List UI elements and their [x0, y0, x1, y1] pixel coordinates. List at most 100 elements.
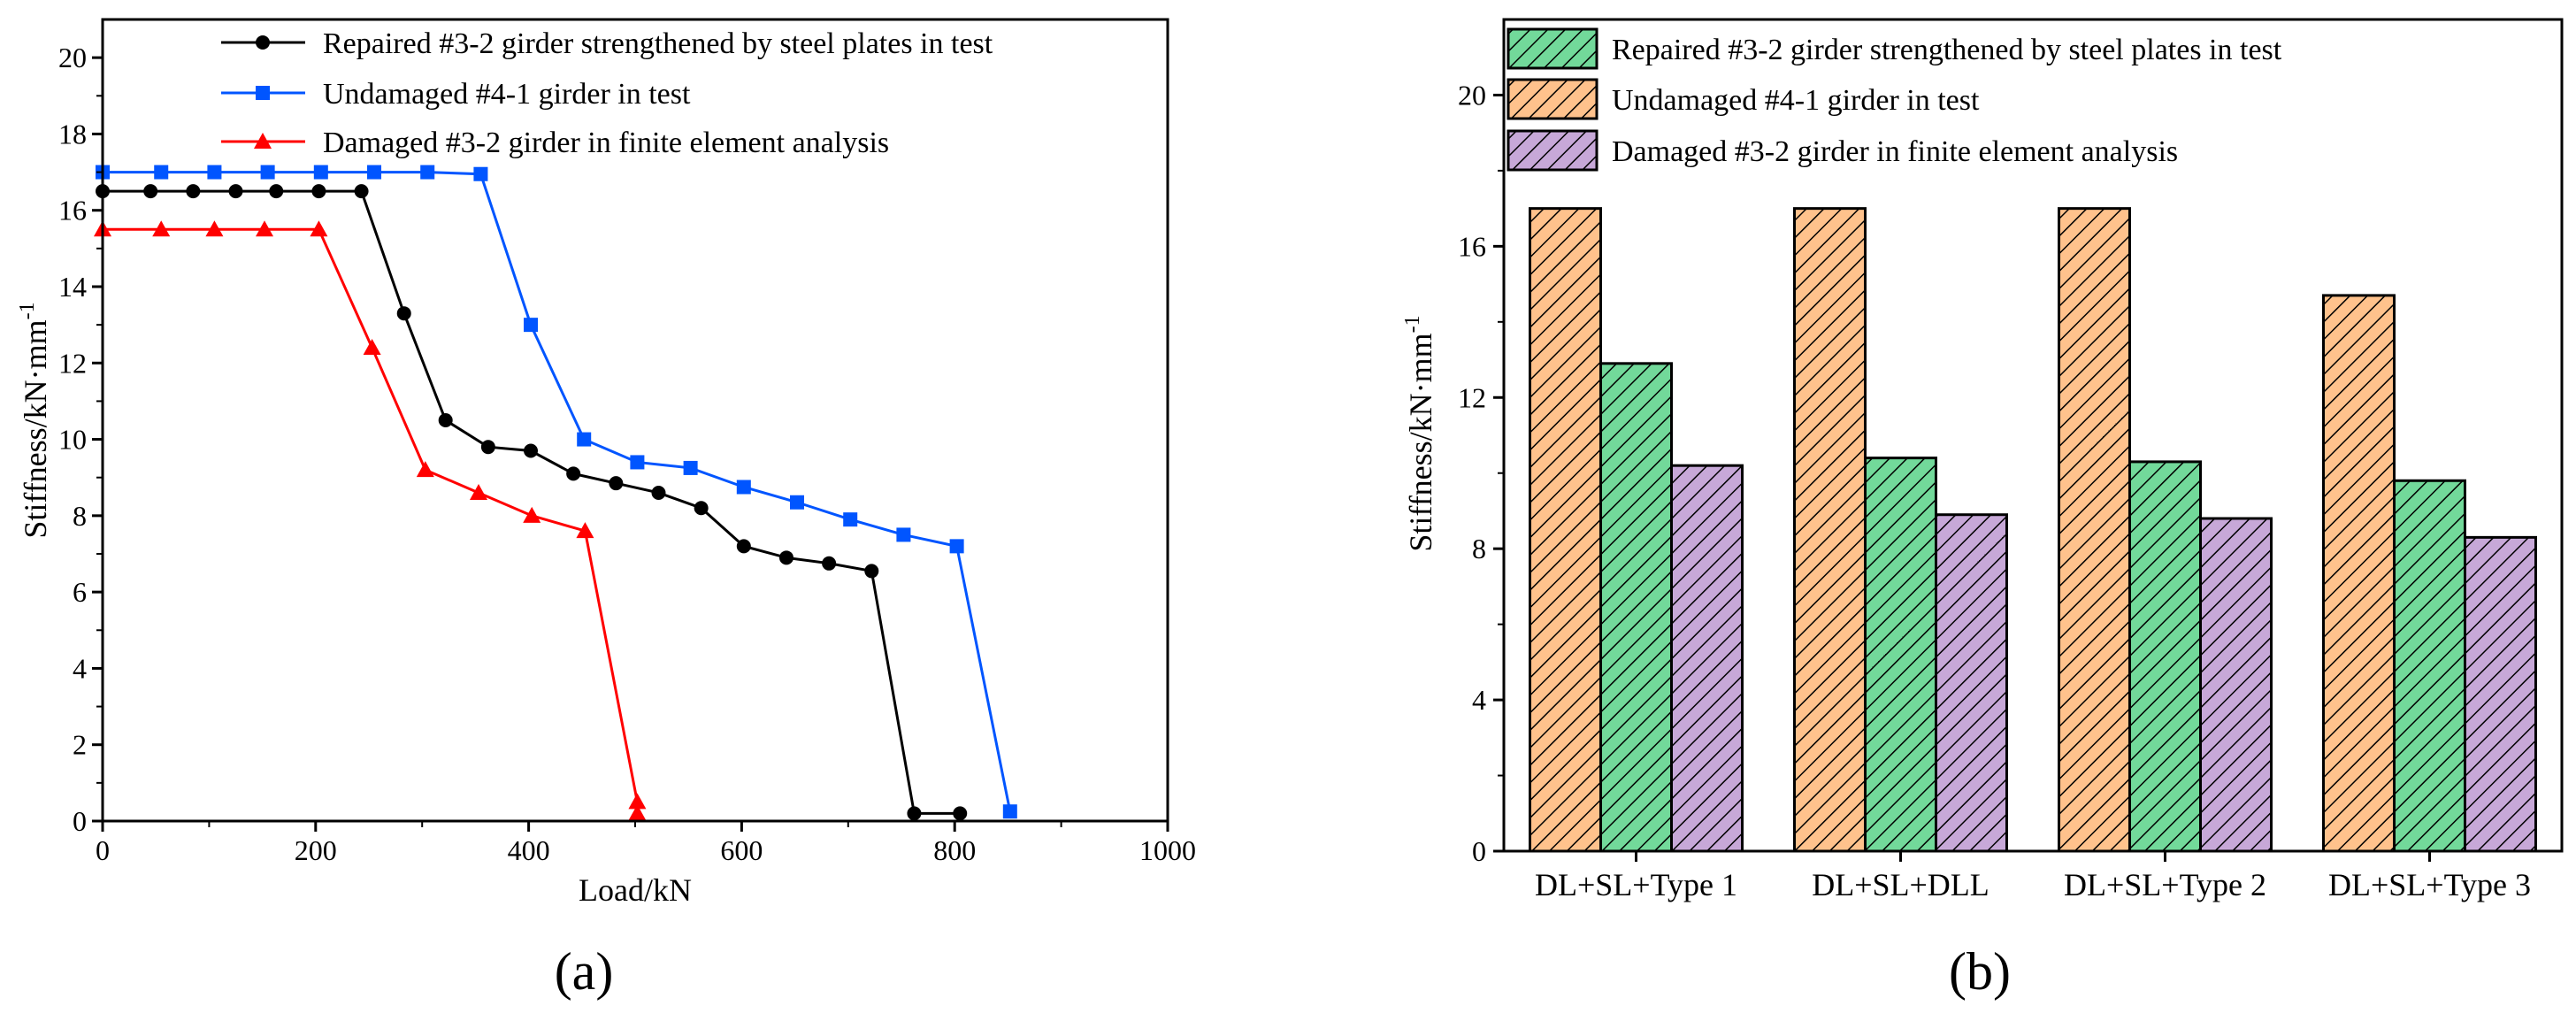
- data-point: [524, 443, 539, 458]
- y-tick-label: 12: [58, 347, 87, 379]
- y-tick-label: 16: [58, 195, 87, 226]
- data-point: [822, 556, 837, 571]
- data-point: [207, 165, 222, 180]
- y-tick-label: 6: [73, 576, 87, 608]
- bar: [2393, 479, 2466, 853]
- data-point: [683, 460, 698, 475]
- x-tick-label: 400: [508, 834, 550, 866]
- data-point: [736, 480, 751, 495]
- data-point: [949, 539, 964, 554]
- data-point: [205, 220, 224, 237]
- data-point: [609, 476, 624, 491]
- x-tick-label: 1000: [1139, 834, 1196, 866]
- bar: [1670, 464, 1744, 853]
- y-tick-label: 4: [73, 652, 87, 684]
- bar: [1935, 513, 2008, 853]
- y-tick-label: 10: [58, 424, 87, 456]
- bar-chart: 0 4 8 12 16 20 DL+SL+Type 1 DL+SL+DLL DL+SL+Type…: [1401, 18, 2564, 902]
- data-point: [310, 220, 328, 237]
- x-tick-label: 800: [933, 834, 976, 866]
- data-point: [438, 413, 453, 427]
- data-point: [566, 466, 581, 481]
- data-point: [311, 184, 326, 199]
- data-point: [864, 564, 879, 579]
- x-tick-label: DL+SL+DLL: [1812, 867, 1990, 902]
- data-point: [420, 165, 435, 180]
- legend-label: Damaged #3-2 girder in finite element an…: [1612, 135, 2178, 168]
- y-tick-label: 2: [73, 729, 87, 761]
- data-point: [694, 501, 709, 516]
- data-point: [843, 512, 858, 527]
- bar: [1864, 457, 1937, 853]
- legend-marker: [256, 86, 270, 100]
- data-point: [736, 539, 751, 554]
- line-chart: 0 200 400 600 800 1000 0 2 4 6 8 10 12 14 16 18 20 Load/…: [16, 18, 1196, 908]
- data-point: [367, 165, 382, 180]
- data-point: [186, 184, 201, 199]
- data-point: [228, 184, 243, 199]
- y-tick-label: 8: [73, 500, 87, 532]
- x-tick-label: 200: [295, 834, 337, 866]
- legend-swatch: [1506, 129, 1598, 172]
- bar-plot-area: [1529, 207, 2537, 853]
- data-point: [907, 806, 922, 821]
- x-tick-label: DL+SL+Type 2: [2064, 867, 2266, 902]
- data-point: [1002, 804, 1017, 819]
- data-point: [396, 306, 411, 321]
- data-point: [628, 793, 647, 810]
- line-legend: Repaired #3-2 girder strengthened by ste…: [221, 27, 993, 159]
- data-point: [473, 166, 488, 181]
- data-point: [416, 461, 434, 478]
- legend-label: Undamaged #4-1 girder in test: [323, 78, 691, 111]
- y-tick-label: 20: [58, 42, 87, 73]
- bar-axes: 0 4 8 12 16 20 DL+SL+Type 1 DL+SL+DLL DL+SL+Type…: [1458, 79, 2531, 902]
- legend-swatch: [1506, 78, 1598, 120]
- line-plot-area: [94, 165, 1017, 821]
- y-tick-label: 0: [1472, 835, 1486, 867]
- y-tick-label: 12: [1458, 381, 1486, 413]
- x-tick-label: DL+SL+Type 3: [2328, 867, 2531, 902]
- series-line: [103, 171, 1012, 812]
- data-point: [480, 440, 495, 455]
- x-tick-label: 0: [96, 834, 110, 866]
- data-point: [354, 184, 369, 199]
- data-point: [778, 550, 794, 565]
- line-axes: 0 200 400 600 800 1000 0 2 4 6 8 10 12 14 16 18 20: [58, 42, 1196, 866]
- bar: [1529, 207, 1602, 853]
- x-tick-label: DL+SL+Type 1: [1535, 867, 1737, 902]
- data-point: [576, 522, 594, 539]
- bar-plot-frame: [1502, 18, 2564, 853]
- legend-label: Repaired #3-2 girder strengthened by ste…: [1612, 34, 2282, 66]
- x-tick-label: 600: [720, 834, 763, 866]
- legend-marker: [256, 35, 270, 50]
- data-point: [524, 318, 539, 333]
- data-point: [260, 165, 275, 180]
- bar: [2128, 460, 2202, 853]
- data-point: [154, 165, 169, 180]
- line-y-axis-label: Stiffness/kN·mm-1: [16, 302, 53, 538]
- bar: [1793, 207, 1867, 853]
- panel-label-b: (b): [1949, 942, 2011, 1001]
- data-point: [630, 455, 645, 470]
- legend-label: Undamaged #4-1 girder in test: [1612, 84, 1980, 117]
- data-point: [313, 165, 328, 180]
- bar: [2058, 207, 2131, 853]
- data-point: [953, 806, 968, 821]
- series-line: [103, 227, 639, 814]
- data-point: [143, 184, 158, 199]
- data-point: [790, 495, 805, 510]
- panel-label-a: (a): [555, 942, 614, 1001]
- data-point: [523, 506, 541, 523]
- y-tick-label: 8: [1472, 533, 1486, 564]
- line-x-axis-label: Load/kN: [579, 872, 692, 908]
- data-point: [651, 485, 666, 500]
- data-point: [628, 804, 647, 821]
- y-tick-label: 4: [1472, 684, 1486, 716]
- data-point: [256, 220, 274, 237]
- bar: [1599, 362, 1673, 853]
- data-point: [577, 432, 592, 447]
- bar: [2322, 294, 2396, 853]
- y-tick-label: 18: [58, 118, 87, 150]
- data-point: [269, 184, 284, 199]
